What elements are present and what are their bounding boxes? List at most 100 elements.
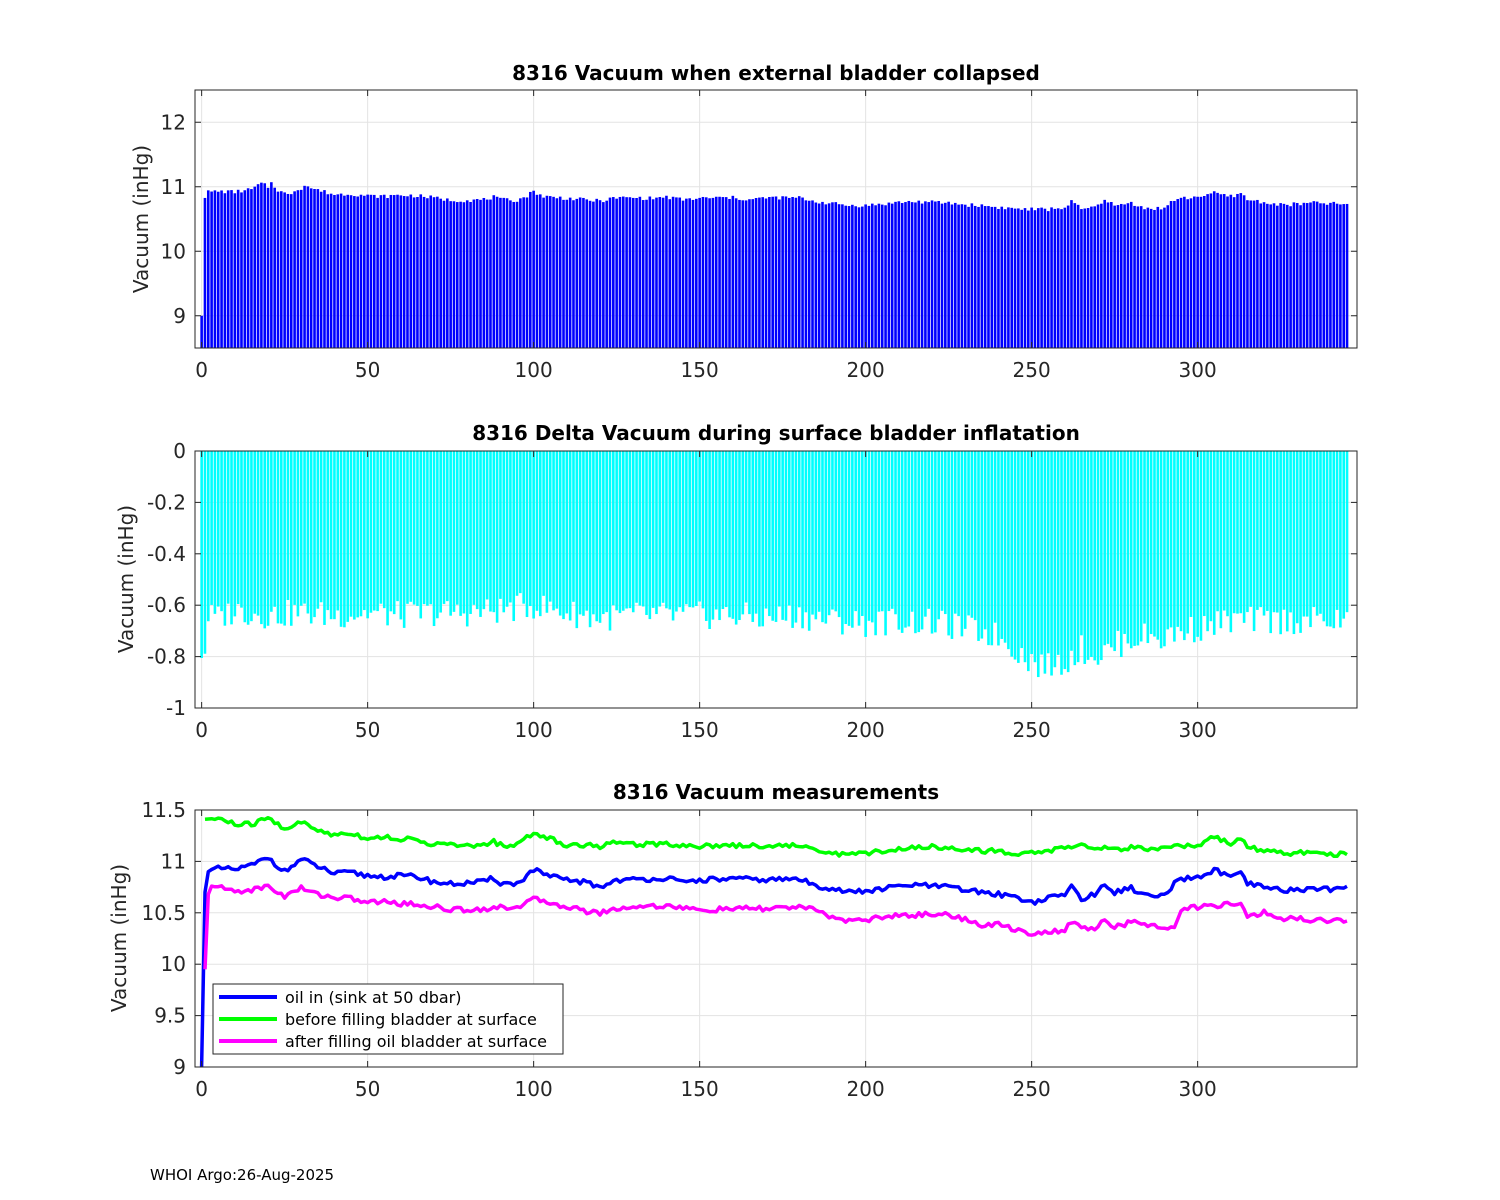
bar-delta-0 [200,451,203,658]
bar-collapsed-235 [980,204,984,348]
bar-collapsed-196 [851,204,854,348]
bar-collapsed-259 [1060,209,1063,348]
bar-collapsed-209 [894,201,897,348]
bar-collapsed-182 [804,200,808,348]
bar-delta-13 [243,451,247,623]
bar-collapsed-71 [436,196,439,348]
bar-collapsed-43 [343,195,346,348]
bar-delta-69 [429,451,433,605]
bar-collapsed-272 [1103,199,1106,348]
legend-label-2: after filling oil bladder at surface [285,1032,547,1051]
bar-collapsed-219 [927,202,931,348]
bar-delta-255 [1046,451,1050,654]
bar-delta-211 [900,451,904,633]
bar-collapsed-332 [1302,202,1306,348]
bar-delta-25 [283,451,286,626]
bar-delta-110 [565,451,569,614]
bar-collapsed-344 [1342,204,1346,348]
bar-delta-67 [422,451,426,605]
bar-delta-145 [681,451,685,612]
bar-collapsed-113 [575,198,579,348]
bar-delta-317 [1252,451,1256,632]
bar-delta-86 [485,451,489,600]
bar-delta-343 [1339,451,1342,628]
bar-delta-342 [1335,451,1339,610]
bar-delta-263 [1073,451,1077,666]
bar-delta-300 [1196,451,1199,637]
bar-collapsed-279 [1126,203,1130,348]
bar-delta-320 [1262,451,1266,616]
bar-collapsed-44 [346,194,350,348]
bar-delta-117 [588,451,592,628]
bar-delta-344 [1342,451,1346,619]
bar-delta-273 [1106,451,1110,644]
bar-delta-5 [216,451,220,607]
bar-delta-227 [953,451,957,614]
bar-delta-64 [412,451,416,605]
bar-collapsed-191 [834,202,838,348]
bar-collapsed-46 [353,196,356,348]
bar-collapsed-257 [1053,208,1057,348]
marks-measurements [199,815,1348,1068]
bar-collapsed-247 [1020,209,1023,348]
bar-delta-159 [728,451,731,618]
bar-collapsed-317 [1252,200,1256,348]
bar-delta-331 [1299,451,1302,633]
bar-delta-78 [459,451,462,616]
bar-delta-164 [744,451,748,603]
bar-collapsed-51 [369,194,373,348]
bar-delta-297 [1186,451,1189,634]
bar-delta-292 [1169,451,1173,628]
bar-collapsed-82 [472,199,476,348]
bar-delta-234 [977,451,980,641]
bar-collapsed-50 [366,194,369,348]
bar-delta-318 [1256,451,1259,610]
bar-collapsed-29 [296,190,300,348]
bar-collapsed-150 [698,197,701,348]
bar-delta-80 [465,451,469,627]
bar-collapsed-183 [807,200,811,348]
bar-collapsed-227 [953,202,957,348]
bar-delta-150 [698,451,701,602]
bar-collapsed-109 [562,199,565,348]
bar-delta-79 [462,451,466,614]
marks-delta [200,451,1349,678]
bar-collapsed-278 [1123,204,1126,348]
bar-delta-97 [522,451,525,604]
bar-delta-127 [621,451,625,611]
bar-delta-32 [306,451,310,614]
bar-collapsed-62 [406,196,409,348]
bar-delta-174 [778,451,781,607]
y-tick-label: -1 [166,696,186,720]
bar-collapsed-220 [930,200,934,348]
bar-delta-46 [353,451,356,620]
bar-collapsed-162 [738,199,741,348]
x-tick-label: 50 [355,1077,380,1101]
bar-delta-200 [864,451,867,637]
bar-collapsed-20 [266,187,270,348]
bar-delta-305 [1212,451,1216,635]
bar-delta-17 [256,451,260,616]
bar-collapsed-88 [492,195,496,348]
x-tick-label: 300 [1179,718,1217,742]
bar-collapsed-216 [917,200,921,348]
bar-collapsed-180 [797,196,801,348]
bar-delta-308 [1222,451,1226,611]
bar-delta-137 [655,451,658,615]
bar-delta-232 [970,451,974,618]
bar-delta-324 [1276,451,1279,613]
bar-delta-256 [1050,451,1053,676]
axis-box-collapsed [194,89,1358,349]
bar-collapsed-208 [890,203,894,348]
chart-vacuum-collapsed: 0 50 100 150 200 250 300 9 10 11 12 8316 Vacuum whe… [129,61,1358,382]
bar-collapsed-282 [1136,206,1140,348]
bar-delta-198 [857,451,861,626]
bar-delta-105 [548,451,552,602]
bar-delta-213 [907,451,911,627]
bar-collapsed-341 [1332,201,1336,348]
bar-collapsed-66 [419,194,423,348]
bar-collapsed-94 [512,201,516,348]
bar-delta-247 [1020,451,1023,649]
bar-collapsed-323 [1272,203,1276,348]
bar-collapsed-230 [963,204,967,348]
